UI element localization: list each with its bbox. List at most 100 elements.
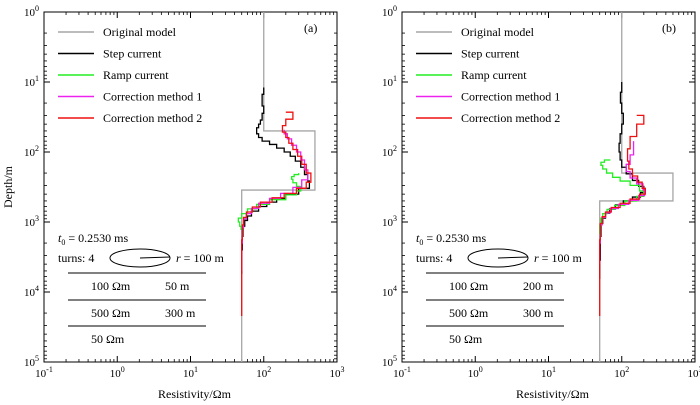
tick-exponent: 3	[393, 214, 397, 223]
legend-label-correction-method-1: Correction method 1	[103, 90, 202, 104]
tick-exponent: 3	[341, 365, 345, 374]
tick-base: 10	[614, 368, 626, 380]
tick-base: 10	[393, 368, 405, 380]
t0-subscript: 0	[419, 238, 423, 247]
tick-exponent: 2	[393, 144, 397, 153]
tick-base: 10	[382, 147, 394, 159]
t0-subscript: 0	[61, 238, 65, 247]
layer-thickness: 200 m	[523, 279, 554, 293]
turns-label: turns: 4	[58, 251, 94, 265]
tick-base: 10	[183, 368, 195, 380]
tick-base: 10	[468, 368, 480, 380]
legend-label-correction-method-1: Correction method 1	[461, 90, 560, 104]
y-tick-label: 103	[24, 214, 39, 229]
x-tick-label: 102	[614, 365, 629, 380]
panel-label: (a)	[304, 21, 317, 35]
y-tick-label: 100	[382, 4, 397, 19]
tick-exponent: 5	[393, 354, 397, 363]
layer-resistivity: 500 Ωm	[91, 306, 131, 320]
tick-base: 10	[24, 7, 36, 19]
tick-exponent: 3	[35, 214, 39, 223]
x-tick-label: 103	[688, 365, 700, 380]
tick-base: 10	[35, 368, 47, 380]
y-tick-label: 104	[382, 284, 397, 299]
tick-base: 10	[110, 368, 122, 380]
radius-value: = 100 m	[181, 251, 225, 265]
tick-base: 10	[24, 357, 36, 369]
tick-base: 10	[541, 368, 553, 380]
x-tick-label: 100	[468, 365, 483, 380]
x-axis-title: Resistivity/Ωm	[516, 387, 590, 401]
x-tick-label: 10-1	[35, 365, 53, 380]
tick-exponent: 2	[625, 365, 629, 374]
y-tick-label: 100	[24, 4, 39, 19]
x-axis-title: Resistivity/Ωm	[158, 387, 232, 401]
panel-label: (b)	[662, 21, 676, 35]
series-line-ramp-current	[599, 159, 645, 235]
tick-exponent: 2	[35, 144, 39, 153]
tick-exponent: 0	[35, 4, 39, 13]
x-tick-label: 101	[541, 365, 556, 380]
loop-radius-line	[497, 256, 529, 259]
layer-resistivity: 500 Ωm	[449, 306, 489, 320]
t0-symbol: t	[416, 231, 420, 245]
tick-exponent: 0	[393, 4, 397, 13]
tick-exponent: -1	[46, 365, 53, 374]
legend-label-correction-method-2: Correction method 2	[103, 111, 202, 125]
series-group	[237, 12, 316, 362]
tick-base: 10	[382, 217, 394, 229]
tick-base: 10	[382, 77, 394, 89]
legend-label-step-current: Step current	[103, 47, 162, 61]
tick-exponent: 1	[35, 74, 39, 83]
tick-base: 10	[382, 7, 394, 19]
legend-label-correction-method-2: Correction method 2	[461, 111, 560, 125]
turns-label: turns: 4	[416, 251, 452, 265]
plot-frame	[43, 11, 338, 363]
x-tick-label: 102	[256, 365, 271, 380]
tick-exponent: -1	[404, 365, 411, 374]
legend: Original model Step current Ramp current Co…	[416, 25, 560, 125]
series-line-correction-method-2	[241, 111, 312, 316]
t0-text: t0 = 0.2530 ms	[416, 231, 486, 247]
legend-label-step-current: Step current	[461, 47, 520, 61]
tick-exponent: 4	[35, 284, 39, 293]
y-tick-label: 103	[382, 214, 397, 229]
tick-base: 10	[382, 287, 394, 299]
layer-thickness: 50 m	[165, 279, 190, 293]
tick-base: 10	[24, 147, 36, 159]
layer-resistivity: 100 Ωm	[449, 279, 489, 293]
legend-label-ramp-current: Ramp current	[103, 68, 169, 82]
tick-base: 10	[24, 217, 36, 229]
model-note: t0 = 0.2530 ms turns: 4 r = 100 m 100 Ωm 50 …	[58, 231, 224, 346]
panel-a: 10-1 100 101 102 103100101102103104105Resist…	[1, 4, 345, 401]
tick-base: 10	[330, 368, 342, 380]
t0-symbol: t	[58, 231, 62, 245]
tick-exponent: 3	[699, 365, 700, 374]
layer-resistivity: 100 Ωm	[91, 279, 131, 293]
layer-thickness: 300 m	[523, 306, 554, 320]
model-note: t0 = 0.2530 ms turns: 4 r = 100 m 100 Ωm 200…	[416, 231, 582, 346]
loop-ellipse	[467, 248, 529, 268]
radius-symbol: r	[176, 251, 181, 265]
tick-base: 10	[24, 287, 36, 299]
y-tick-label: 105	[24, 354, 39, 369]
tick-base: 10	[688, 368, 700, 380]
tick-exponent: 0	[479, 365, 483, 374]
y-tick-label: 105	[382, 354, 397, 369]
panel-b: 10-1100101102103100101102103104105Resist…	[382, 4, 700, 401]
y-axis-title: Depth/m	[1, 165, 15, 208]
tick-base: 10	[256, 368, 268, 380]
legend: Original model Step current Ramp current Co…	[58, 25, 202, 125]
tick-exponent: 2	[267, 365, 271, 374]
x-tick-label: 103	[330, 365, 345, 380]
x-tick-label: 10-1	[393, 365, 411, 380]
radius-text: r = 100 m	[534, 251, 582, 265]
y-tick-label: 104	[24, 284, 39, 299]
legend-label-ramp-current: Ramp current	[461, 68, 527, 82]
y-tick-label: 102	[382, 144, 397, 159]
series-line-correction-method-1	[241, 129, 309, 271]
tick-exponent: 1	[552, 365, 556, 374]
x-tick-label: 101	[183, 365, 198, 380]
t0-value: = 0.2530 ms	[423, 231, 486, 245]
